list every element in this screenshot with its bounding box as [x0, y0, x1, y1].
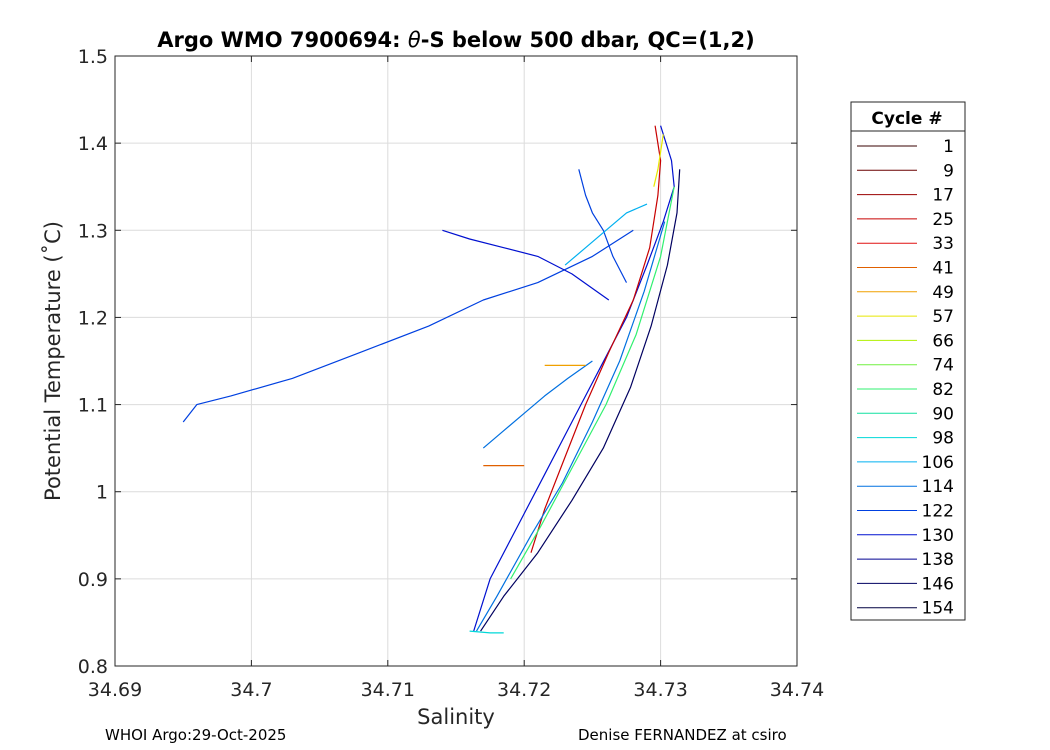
legend-box	[850, 101, 966, 621]
legend-label: 146	[922, 574, 954, 594]
footer-source: WHOI Argo:29-Oct-2025	[105, 726, 287, 744]
series-line-fresh-intrusion-b	[442, 229, 610, 301]
axis-ticks	[114, 55, 798, 667]
y-tick-label: 1.3	[78, 220, 108, 242]
y-tick-label: 1.4	[78, 133, 108, 155]
series-line-fresh-intrusion-e	[564, 203, 648, 266]
legend-label: 33	[932, 234, 954, 254]
legend-label: 114	[922, 477, 954, 497]
footer-author: Denise FERNANDEZ at csiro	[578, 726, 787, 744]
series-line-cycle-114	[475, 221, 666, 632]
y-tick-label: 1	[96, 482, 108, 504]
legend-label: 82	[932, 380, 954, 400]
y-tick-label: 0.9	[78, 569, 108, 591]
chart-title-prefix: Argo WMO 7900694:	[157, 28, 408, 52]
legend-label: 138	[922, 550, 954, 570]
series-line-envelope-lower	[480, 169, 681, 632]
plot-series	[182, 125, 681, 634]
legend-label: 49	[932, 283, 954, 303]
legend-label: 130	[922, 526, 954, 546]
x-tick-label: 34.74	[770, 679, 824, 701]
y-tick-label: 0.8	[78, 656, 108, 678]
legend-entries: 1 9 17 25 33 41 49 57 66 74 82 90 98 106 114 122 130 138 1…	[857, 137, 954, 619]
legend-label: 17	[932, 186, 954, 206]
x-tick-label: 34.69	[88, 679, 142, 701]
series-line-cycle-57	[653, 134, 664, 187]
legend-label: 98	[932, 429, 954, 449]
chart-title-suffix: -S below 500 dbar, QC=(1,2)	[421, 28, 755, 52]
legend-label: 122	[922, 502, 954, 522]
legend-label: 1	[943, 137, 954, 157]
y-tick-labels: 0.8 0.9 1 1.1 1.2 1.3 1.4 1.5	[78, 46, 108, 678]
y-tick-label: 1.1	[78, 395, 108, 417]
series-line-envelope-upper	[473, 125, 675, 632]
legend-label: 66	[932, 331, 954, 351]
legend: Cycle # 1 9 17 25 33 41 49 57 66 74 82 90 98 106 114 12…	[850, 101, 966, 621]
legend-label: 57	[932, 307, 954, 327]
x-axis-label: Salinity	[417, 705, 495, 729]
series-line-fresh-intrusion-c	[578, 169, 628, 283]
series-line-mid-cycles	[510, 186, 675, 580]
y-axis-label: Potential Temperature (˚C)	[41, 221, 65, 501]
x-tick-label: 34.72	[497, 679, 551, 701]
legend-label: 25	[932, 210, 954, 230]
legend-label: 74	[932, 356, 954, 376]
chart-title: Argo WMO 7900694: θ-S below 500 dbar, QC…	[157, 28, 754, 52]
legend-label: 90	[932, 404, 954, 424]
grid-lines	[115, 56, 797, 666]
legend-label: 106	[922, 453, 954, 473]
y-tick-label: 1.5	[78, 46, 108, 68]
x-tick-labels: 34.69 34.7 34.71 34.72 34.73 34.74	[88, 679, 824, 701]
legend-title: Cycle #	[871, 109, 942, 129]
x-tick-label: 34.73	[633, 679, 687, 701]
x-tick-label: 34.7	[230, 679, 272, 701]
x-tick-label: 34.71	[361, 679, 415, 701]
series-line-early-cycles	[530, 125, 662, 553]
legend-label: 9	[943, 161, 954, 181]
y-tick-label: 1.2	[78, 307, 108, 329]
legend-label: 154	[922, 599, 954, 619]
axes-frame	[114, 55, 798, 667]
legend-label: 41	[932, 259, 954, 279]
series-line-fresh-intrusion-d	[482, 360, 593, 449]
series-line-cycle-98	[469, 630, 504, 634]
chart-title-theta: θ	[408, 28, 421, 52]
series-line-fresh-intrusion-a	[182, 229, 634, 423]
